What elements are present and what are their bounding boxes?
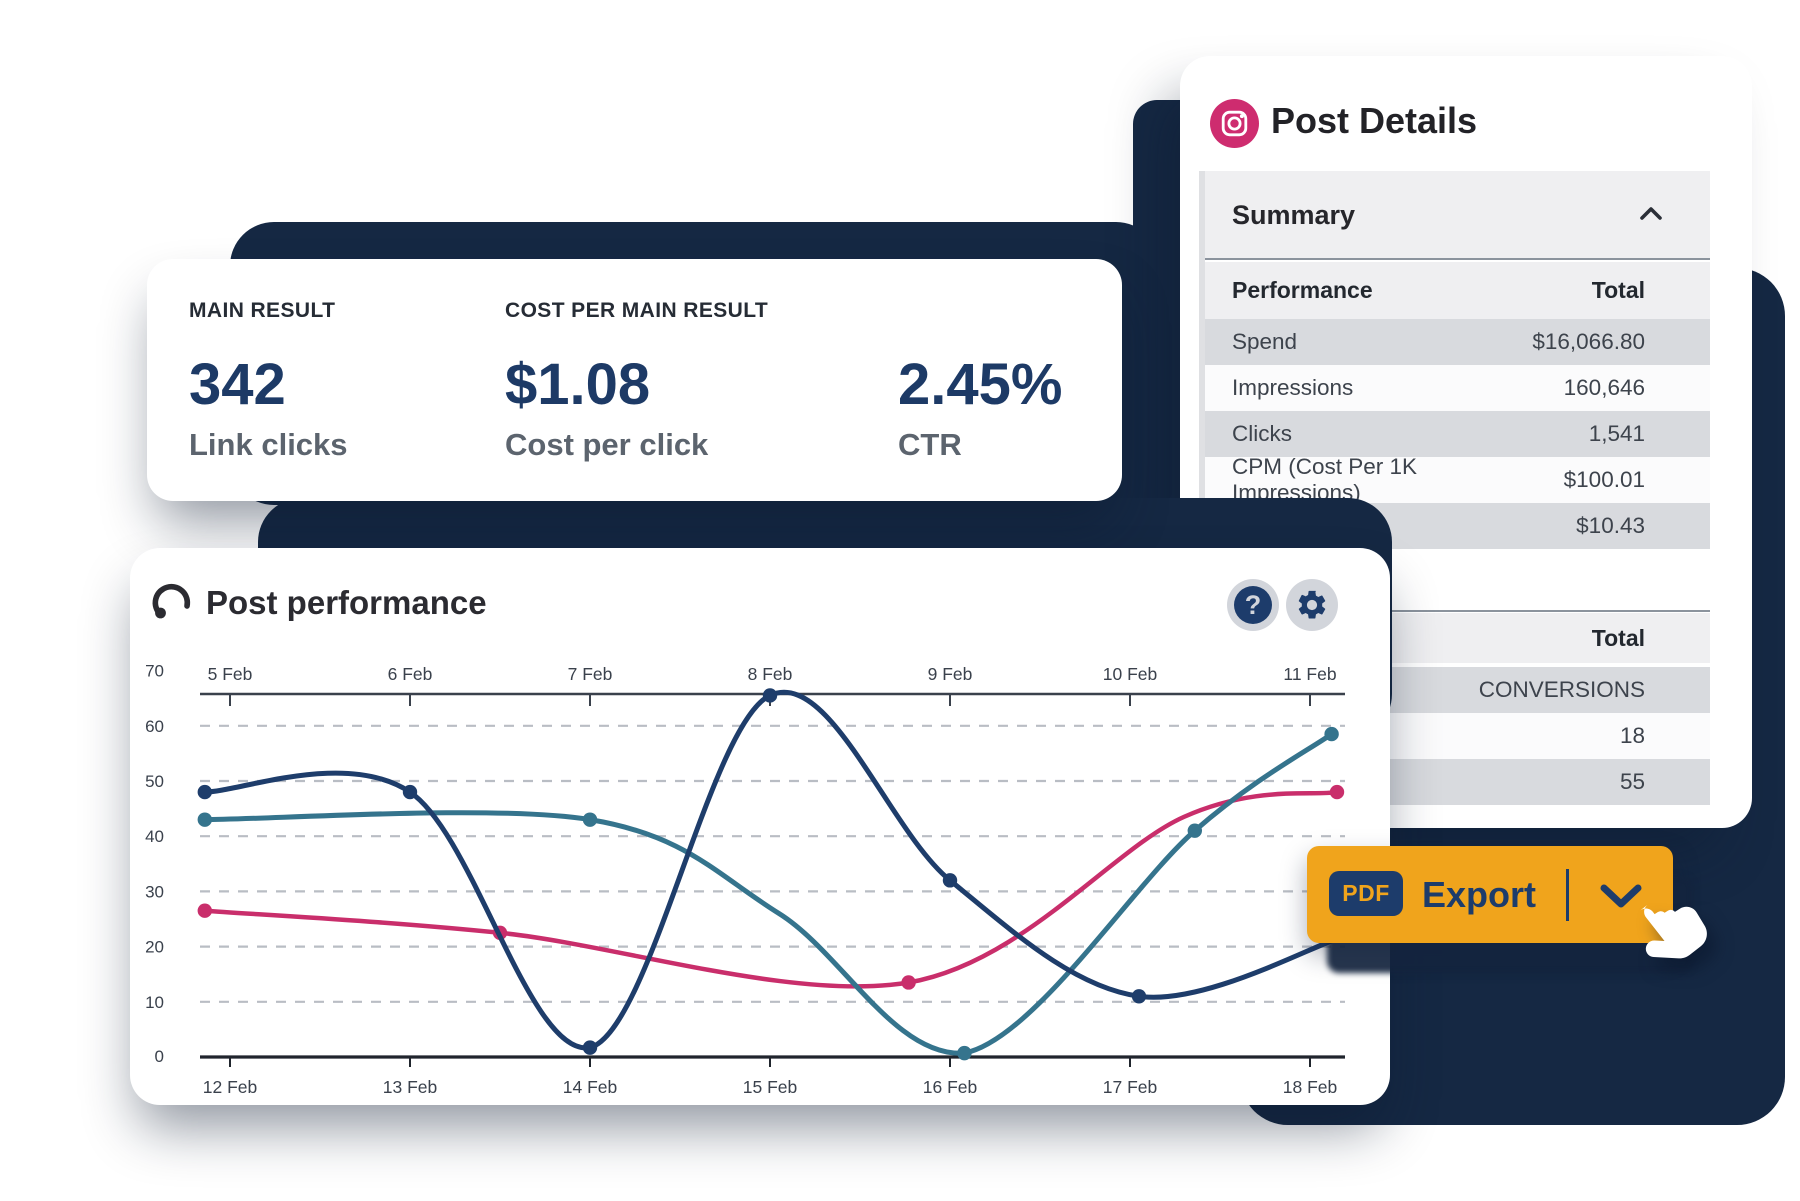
row-value: $100.01 bbox=[1563, 467, 1645, 492]
row-label: Impressions bbox=[1232, 375, 1354, 400]
stat-value: 2.45% bbox=[898, 352, 1063, 417]
settings-button[interactable] bbox=[1286, 579, 1338, 631]
svg-text:6 Feb: 6 Feb bbox=[388, 664, 433, 684]
svg-text:60: 60 bbox=[145, 717, 164, 736]
row-value: 18 bbox=[1619, 723, 1645, 748]
totals-header: Total bbox=[1591, 624, 1645, 651]
stat-value: 342 bbox=[189, 352, 286, 417]
total-col-header: Total bbox=[1591, 277, 1645, 303]
summary-label: Summary bbox=[1232, 200, 1356, 230]
performance-header-row: Performance Total bbox=[1205, 262, 1710, 319]
svg-text:16 Feb: 16 Feb bbox=[923, 1077, 977, 1097]
performance-col-header: Performance bbox=[1232, 277, 1373, 303]
chart-title: Post performance bbox=[206, 584, 487, 621]
summary-divider bbox=[1205, 258, 1710, 260]
line-chart-plot: 5 Feb 6 Feb 7 Feb 8 Feb 9 Feb 10 Feb 11 Feb 12 … bbox=[145, 662, 1349, 1097]
row-value: CONVERSIONS bbox=[1478, 677, 1645, 702]
svg-text:40: 40 bbox=[145, 827, 164, 846]
chevron-up-icon[interactable] bbox=[1639, 205, 1663, 226]
post-performance-card: Post performance ? 5 Feb 6 Feb 7 Feb 8 Feb 9… bbox=[130, 548, 1390, 1105]
table-row: CPM (Cost Per 1K Impressions) $100.01 bbox=[1205, 454, 1710, 505]
stats-summary-card: MAIN RESULT 342 Link clicks COST PER MAI… bbox=[147, 259, 1122, 501]
svg-text:11 Feb: 11 Feb bbox=[1283, 664, 1336, 684]
help-button[interactable]: ? bbox=[1227, 579, 1279, 631]
hand-cursor-icon bbox=[1612, 898, 1800, 1068]
instagram-icon bbox=[1210, 99, 1259, 148]
post-details-title: Post Details bbox=[1271, 100, 1478, 141]
row-value: 160,646 bbox=[1563, 375, 1645, 400]
stat-label: COST PER MAIN RESULT bbox=[505, 299, 769, 322]
svg-text:5 Feb: 5 Feb bbox=[208, 664, 253, 684]
table-left-accent bbox=[1199, 171, 1205, 805]
svg-text:70: 70 bbox=[145, 662, 164, 681]
stat-sublabel: CTR bbox=[898, 427, 962, 462]
svg-text:50: 50 bbox=[145, 772, 164, 791]
row-value: 1,541 bbox=[1588, 421, 1645, 446]
stat-sublabel: Cost per click bbox=[505, 427, 709, 462]
svg-text:13 Feb: 13 Feb bbox=[383, 1077, 437, 1097]
svg-text:14 Feb: 14 Feb bbox=[563, 1077, 617, 1097]
export-label: Export bbox=[1422, 874, 1537, 915]
table-row: Clicks 1,541 bbox=[1205, 411, 1710, 457]
svg-text:10: 10 bbox=[145, 993, 164, 1012]
svg-text:9 Feb: 9 Feb bbox=[928, 664, 973, 684]
stat-value: $1.08 bbox=[505, 352, 651, 417]
row-label: Clicks bbox=[1232, 421, 1292, 446]
stat-main-result: MAIN RESULT 342 Link clicks bbox=[189, 259, 489, 501]
svg-text:12 Feb: 12 Feb bbox=[203, 1077, 257, 1097]
svg-text:30: 30 bbox=[145, 882, 164, 901]
export-button[interactable]: PDF Export bbox=[1307, 846, 1673, 943]
row-label: Spend bbox=[1232, 329, 1298, 354]
gear-icon bbox=[1298, 590, 1326, 619]
svg-text:0: 0 bbox=[155, 1047, 164, 1066]
svg-text:7 Feb: 7 Feb bbox=[568, 664, 613, 684]
row-value: $10.43 bbox=[1576, 513, 1645, 538]
pdf-badge: PDF bbox=[1329, 871, 1403, 916]
totals-divider bbox=[1205, 610, 1710, 612]
summary-header[interactable]: Summary bbox=[1205, 171, 1710, 259]
question-icon: ? bbox=[1234, 586, 1272, 624]
svg-text:17 Feb: 17 Feb bbox=[1103, 1077, 1157, 1097]
table-row: Impressions 160,646 bbox=[1205, 365, 1710, 411]
svg-text:8 Feb: 8 Feb bbox=[748, 664, 793, 684]
chevron-down-icon[interactable] bbox=[1598, 881, 1644, 916]
svg-text:20: 20 bbox=[145, 938, 164, 957]
stat-sublabel: Link clicks bbox=[189, 427, 348, 462]
stat-cost-per-result: COST PER MAIN RESULT $1.08 Cost per clic… bbox=[505, 259, 825, 501]
row-value: 55 bbox=[1619, 769, 1645, 794]
svg-text:18 Feb: 18 Feb bbox=[1283, 1077, 1337, 1097]
gauge-icon bbox=[150, 582, 196, 628]
export-divider bbox=[1566, 869, 1569, 921]
svg-text:10 Feb: 10 Feb bbox=[1103, 664, 1157, 684]
stat-ctr: 2.45% CTR bbox=[898, 259, 1118, 501]
svg-text:15 Feb: 15 Feb bbox=[743, 1077, 797, 1097]
stat-label: MAIN RESULT bbox=[189, 299, 336, 322]
table-row: Spend $16,066.80 bbox=[1205, 319, 1710, 365]
row-value: $16,066.80 bbox=[1532, 329, 1645, 354]
